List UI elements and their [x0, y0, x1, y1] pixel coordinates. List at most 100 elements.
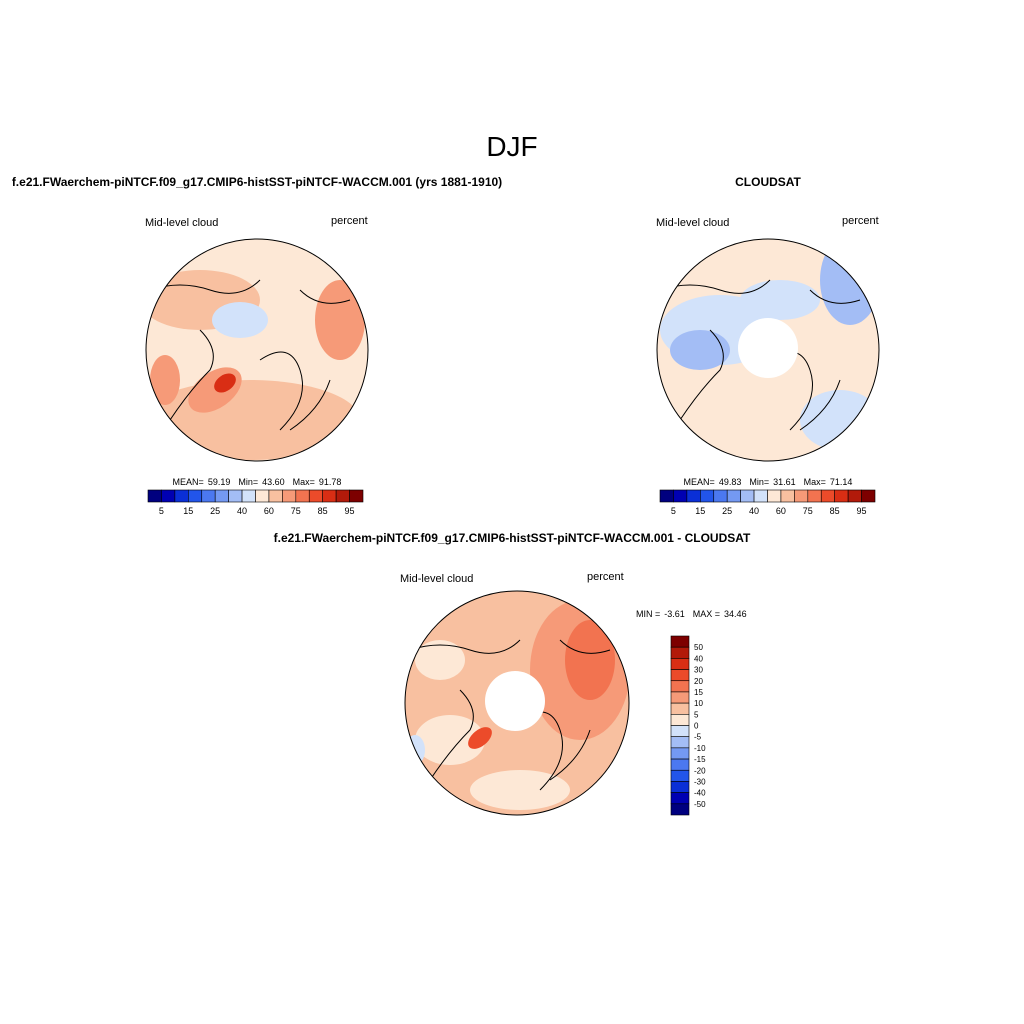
colorbar-box	[670, 736, 690, 749]
colorbar-box	[670, 635, 690, 648]
colorbar-box	[201, 489, 216, 503]
colorbar-label: -50	[694, 800, 706, 809]
colorbar-box	[670, 680, 690, 693]
stat-value: 31.61	[773, 477, 796, 487]
stat-label: MEAN=	[684, 477, 715, 487]
units-label: percent	[842, 215, 879, 227]
colorbar-box	[670, 781, 690, 793]
colorbar-box	[753, 489, 768, 503]
colorbar-label: 50	[694, 643, 703, 652]
colorbar-box	[713, 489, 728, 503]
colorbar-box	[228, 489, 243, 503]
stat-label: Min=	[238, 477, 258, 487]
units-label: percent	[331, 215, 368, 227]
map-border	[656, 238, 880, 462]
colorbar-label: 10	[694, 699, 703, 708]
colorbar-box	[670, 747, 690, 760]
colorbar-box	[670, 725, 690, 737]
colorbar-label: 25	[722, 506, 732, 516]
colorbar-label: 20	[694, 677, 703, 686]
stat-label: MIN =	[636, 609, 660, 619]
colorbar-box	[670, 769, 690, 782]
stat-label: MAX =	[693, 609, 720, 619]
colorbar-box	[767, 489, 782, 503]
missing-data	[738, 318, 798, 378]
stat-label: Min=	[749, 477, 769, 487]
colorbar-label: 0	[694, 722, 699, 731]
colorbar-box	[255, 489, 270, 503]
colorbar-box	[861, 489, 876, 503]
main-title: DJF	[486, 131, 537, 162]
colorbar-box	[308, 489, 323, 503]
colorbar-box	[670, 758, 690, 771]
colorbar-label: 85	[830, 506, 840, 516]
colorbar-label: 40	[237, 506, 247, 516]
colorbar-box	[188, 489, 203, 503]
colorbar-box	[670, 669, 690, 682]
colorbar-box	[241, 489, 256, 503]
colorbar-box	[670, 658, 690, 670]
colorbar-label: -30	[694, 777, 706, 786]
colorbar-label: 25	[210, 506, 220, 516]
colorbar-label: -15	[694, 755, 706, 764]
colorbar-label: 40	[749, 506, 759, 516]
colorbar-box	[700, 489, 715, 503]
map	[146, 239, 368, 461]
colorbar-box	[349, 489, 364, 503]
colorbar-box	[214, 489, 229, 503]
stats: MEAN= 49.83 Min= 31.61 Max= 71.14	[684, 477, 853, 487]
colorbar-box	[147, 489, 162, 503]
colorbar-label: 85	[318, 506, 328, 516]
colorbar-box	[673, 489, 688, 503]
stat-value: 34.46	[724, 609, 747, 619]
colorbar-box	[670, 646, 690, 659]
colorbar-label: 60	[264, 506, 274, 516]
colorbar-box	[726, 489, 741, 503]
colorbar-label: 5	[694, 710, 699, 719]
stat-value: 59.19	[208, 477, 231, 487]
stat-value: 71.14	[830, 477, 853, 487]
colorbar-box	[834, 489, 849, 503]
stat-value: 49.83	[719, 477, 742, 487]
colorbar-box	[780, 489, 795, 503]
colorbar-label: 15	[183, 506, 193, 516]
colorbar-label: 60	[776, 506, 786, 516]
stat-label: Max=	[293, 477, 315, 487]
stats: MIN = -3.61 MAX = 34.46	[636, 609, 747, 619]
colorbar-label: 40	[694, 654, 703, 663]
colorbar-label: -5	[694, 733, 702, 742]
colorbar-box	[807, 489, 822, 503]
colorbar: 5 15 25 40 60 75 85 95	[659, 489, 876, 516]
colorbar: 5 15 25 40 60 75 85 95	[147, 489, 364, 516]
colorbar-box	[322, 489, 337, 503]
colorbar-box	[670, 792, 690, 805]
colorbar-label: 95	[345, 506, 355, 516]
map-border	[145, 238, 369, 462]
colorbar-box	[670, 714, 690, 726]
colorbar-label: 15	[695, 506, 705, 516]
variable-label: Mid-level cloud	[400, 573, 473, 585]
colorbar-box	[670, 803, 690, 816]
stats: MEAN= 59.19 Min= 43.60 Max= 91.78	[173, 477, 342, 487]
colorbar-label: -10	[694, 744, 706, 753]
colorbar-label: 75	[291, 506, 301, 516]
colorbar-box	[335, 489, 350, 503]
stat-value: 43.60	[262, 477, 285, 487]
stat-label: MEAN=	[173, 477, 204, 487]
colorbar-box	[174, 489, 189, 503]
panel-title: f.e21.FWaerchem-piNTCF.f09_g17.CMIP6-his…	[274, 531, 751, 545]
colorbar-box	[794, 489, 809, 503]
stat-value: 91.78	[319, 477, 342, 487]
colorbar-label: -20	[694, 766, 706, 775]
colorbar-label: 15	[694, 688, 703, 697]
colorbar-box	[820, 489, 835, 503]
colorbar-box	[295, 489, 310, 503]
variable-label: Mid-level cloud	[656, 217, 729, 229]
colorbar-label: 30	[694, 666, 703, 675]
map-border	[404, 590, 630, 816]
colorbar-box	[686, 489, 701, 503]
colorbar-box	[659, 489, 674, 503]
colorbar-box	[670, 702, 690, 715]
stat-value: -3.61	[664, 609, 685, 619]
